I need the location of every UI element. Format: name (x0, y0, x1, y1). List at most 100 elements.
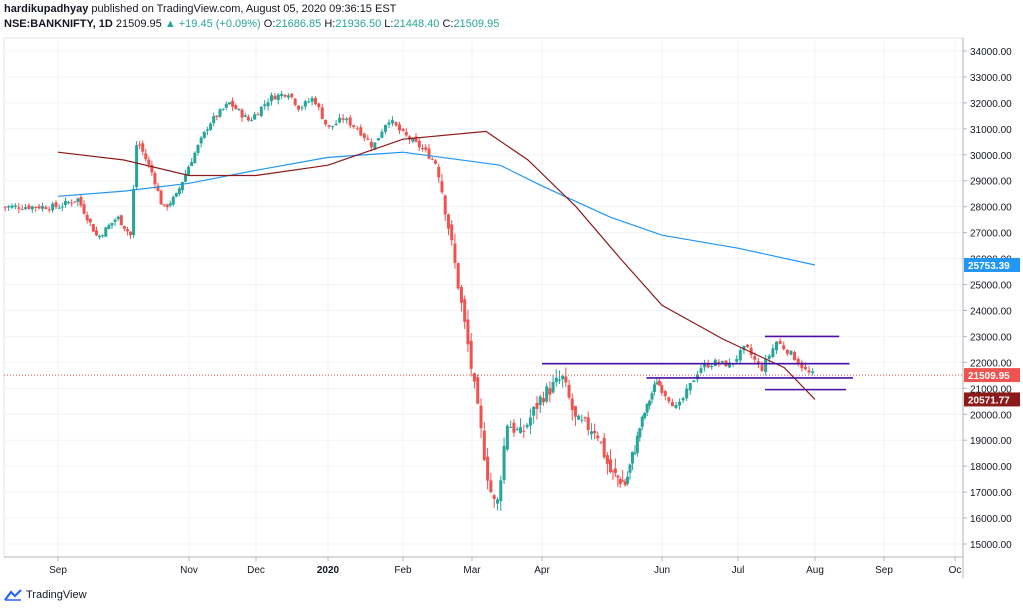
y-tick-label: 23000.00 (970, 332, 1012, 343)
y-tick-label: 28000.00 (970, 203, 1012, 214)
candle-body (273, 95, 277, 100)
y-tick-label: 31000.00 (970, 125, 1012, 136)
price-label: 20571.77 (968, 395, 1010, 406)
candle-body (303, 101, 307, 107)
candle-body (70, 202, 74, 204)
candle-body (655, 382, 659, 385)
y-tick-label: 29000.00 (970, 177, 1012, 188)
x-tick-label: 2020 (317, 565, 340, 576)
x-tick-label: Mar (463, 565, 481, 576)
candle-body (611, 470, 615, 472)
candle-body (417, 140, 421, 148)
y-tick-label: 16000.00 (970, 514, 1012, 525)
candle-body (593, 430, 597, 434)
x-tick-label: Aug (806, 565, 824, 576)
x-tick-label: Dec (247, 565, 265, 576)
candle-body (85, 214, 89, 221)
candle-body (621, 480, 625, 482)
candle-body (91, 224, 95, 232)
candle-body (589, 431, 593, 435)
candle-body (132, 189, 136, 236)
candle-body (345, 118, 349, 121)
candle-body (703, 364, 707, 368)
candle-body (767, 355, 771, 359)
y-tick-label: 19000.00 (970, 436, 1012, 447)
candle-body (51, 203, 55, 211)
candle-body (522, 430, 526, 432)
candle-body (573, 406, 577, 417)
candle-body (486, 456, 490, 481)
candle-body (394, 122, 398, 126)
candle-body (119, 215, 123, 226)
candle-body (125, 229, 129, 232)
close-label: C: (442, 18, 454, 30)
open-value: 21686.85 (275, 18, 322, 30)
candle-body (688, 383, 692, 391)
candle-body (643, 413, 647, 418)
candle-body (437, 166, 441, 178)
candle-body (602, 437, 606, 458)
x-tick-label: Jun (654, 565, 670, 576)
candle-body (369, 141, 373, 148)
x-tick-label: Sep (875, 565, 893, 576)
candle-body (580, 419, 584, 421)
candle-body (692, 380, 696, 383)
candle-body (599, 441, 603, 443)
candle-body (263, 104, 267, 107)
candle-body (710, 365, 714, 368)
candle-body (640, 416, 644, 427)
candle-body (778, 340, 782, 345)
candle-body (293, 98, 297, 105)
candle-body (240, 109, 244, 118)
candle-body (782, 345, 786, 350)
candle-body (376, 138, 380, 141)
candle-body (414, 136, 418, 142)
candle-body (259, 106, 263, 116)
price-label-bg (964, 257, 1020, 272)
candle-body (331, 126, 335, 128)
candle-body (177, 188, 181, 194)
y-tick-label: 17000.00 (970, 488, 1012, 499)
y-tick-label: 18000.00 (970, 462, 1012, 473)
candle-body (699, 368, 703, 373)
candle-body (505, 425, 509, 450)
candle-body (618, 478, 622, 485)
tradingview-brand[interactable]: TradingView (4, 589, 87, 601)
open-label: O: (263, 18, 276, 30)
candle-body (667, 397, 671, 402)
candle-body (243, 115, 247, 117)
candle-body (380, 131, 384, 138)
candle-body (421, 148, 425, 150)
candle-body (557, 379, 561, 381)
candle-body (749, 347, 753, 356)
publisher-name[interactable]: hardikupadhyay (4, 3, 89, 15)
candle-body (373, 142, 377, 150)
candle-body (463, 299, 467, 322)
close-value: 21509.95 (453, 18, 500, 30)
candle-body (657, 380, 661, 386)
candle-body (297, 105, 301, 110)
candle-body (541, 398, 545, 403)
candle-body (366, 138, 370, 140)
candle-body (717, 361, 721, 364)
candle-body (168, 203, 172, 206)
candle-body (391, 120, 394, 124)
candle-body (742, 345, 746, 351)
candle-body (54, 202, 58, 208)
candle-body (567, 384, 571, 398)
candle-body (753, 356, 757, 360)
candle-body (764, 359, 768, 372)
candle-body (650, 393, 654, 400)
x-tick-label: Jul (732, 565, 745, 576)
candle-body (110, 222, 114, 226)
candle-body (94, 230, 98, 236)
candle-body (341, 118, 345, 120)
candle-body (147, 159, 151, 165)
price-label: 25753.39 (968, 261, 1010, 272)
candle-body (479, 405, 483, 429)
candle-body (623, 481, 627, 486)
candle-body (793, 351, 797, 361)
candle-body (104, 227, 108, 237)
candle-body (286, 95, 290, 98)
